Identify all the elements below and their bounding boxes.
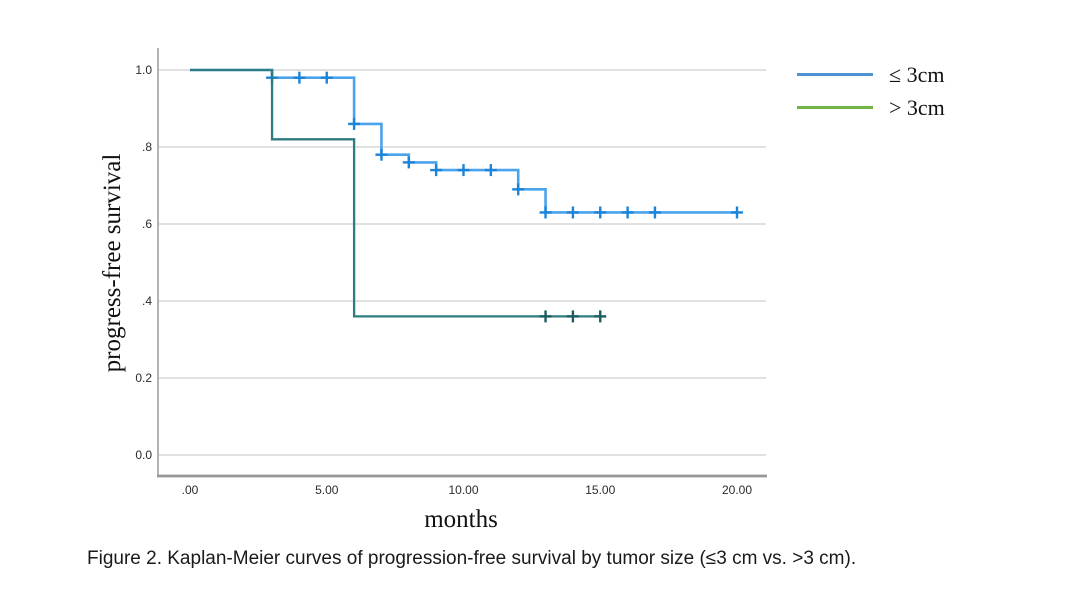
x-axis-label: months bbox=[424, 506, 498, 533]
y-tick-label: .4 bbox=[142, 294, 152, 308]
legend-line-le-3cm bbox=[797, 73, 873, 76]
y-tick-label: 0.2 bbox=[135, 371, 152, 385]
legend-item-le-3cm: ≤ 3cm bbox=[797, 60, 945, 89]
x-tick-label: 20.00 bbox=[722, 483, 752, 497]
y-tick-label: 1.0 bbox=[135, 63, 152, 77]
x-tick-label: .00 bbox=[182, 483, 199, 497]
x-tick-label: 5.00 bbox=[315, 483, 339, 497]
x-tick-label: 15.00 bbox=[585, 483, 615, 497]
legend-label-le-3cm: ≤ 3cm bbox=[889, 61, 945, 87]
legend-item-gt-3cm: > 3cm bbox=[797, 93, 945, 122]
figure-caption: Figure 2. Kaplan-Meier curves of progres… bbox=[87, 548, 857, 569]
km-curve bbox=[190, 68, 601, 318]
y-tick-label: .6 bbox=[142, 217, 152, 231]
km-plot-canvas: 0.0 0.2 .4 .6 .8 1.0 .00 5.00 10.00 15.00 20.00 bbox=[135, 48, 767, 497]
x-tick-label: 10.00 bbox=[448, 483, 478, 497]
legend-line-gt-3cm bbox=[797, 106, 873, 109]
y-tick-label: .8 bbox=[142, 140, 152, 154]
km-series-gt-3cm bbox=[190, 68, 607, 323]
legend: ≤ 3cm > 3cm bbox=[797, 60, 945, 122]
legend-label-gt-3cm: > 3cm bbox=[889, 94, 945, 120]
y-axis-label: progress-free survival bbox=[99, 153, 126, 373]
y-tick-label: 0.0 bbox=[135, 448, 152, 462]
